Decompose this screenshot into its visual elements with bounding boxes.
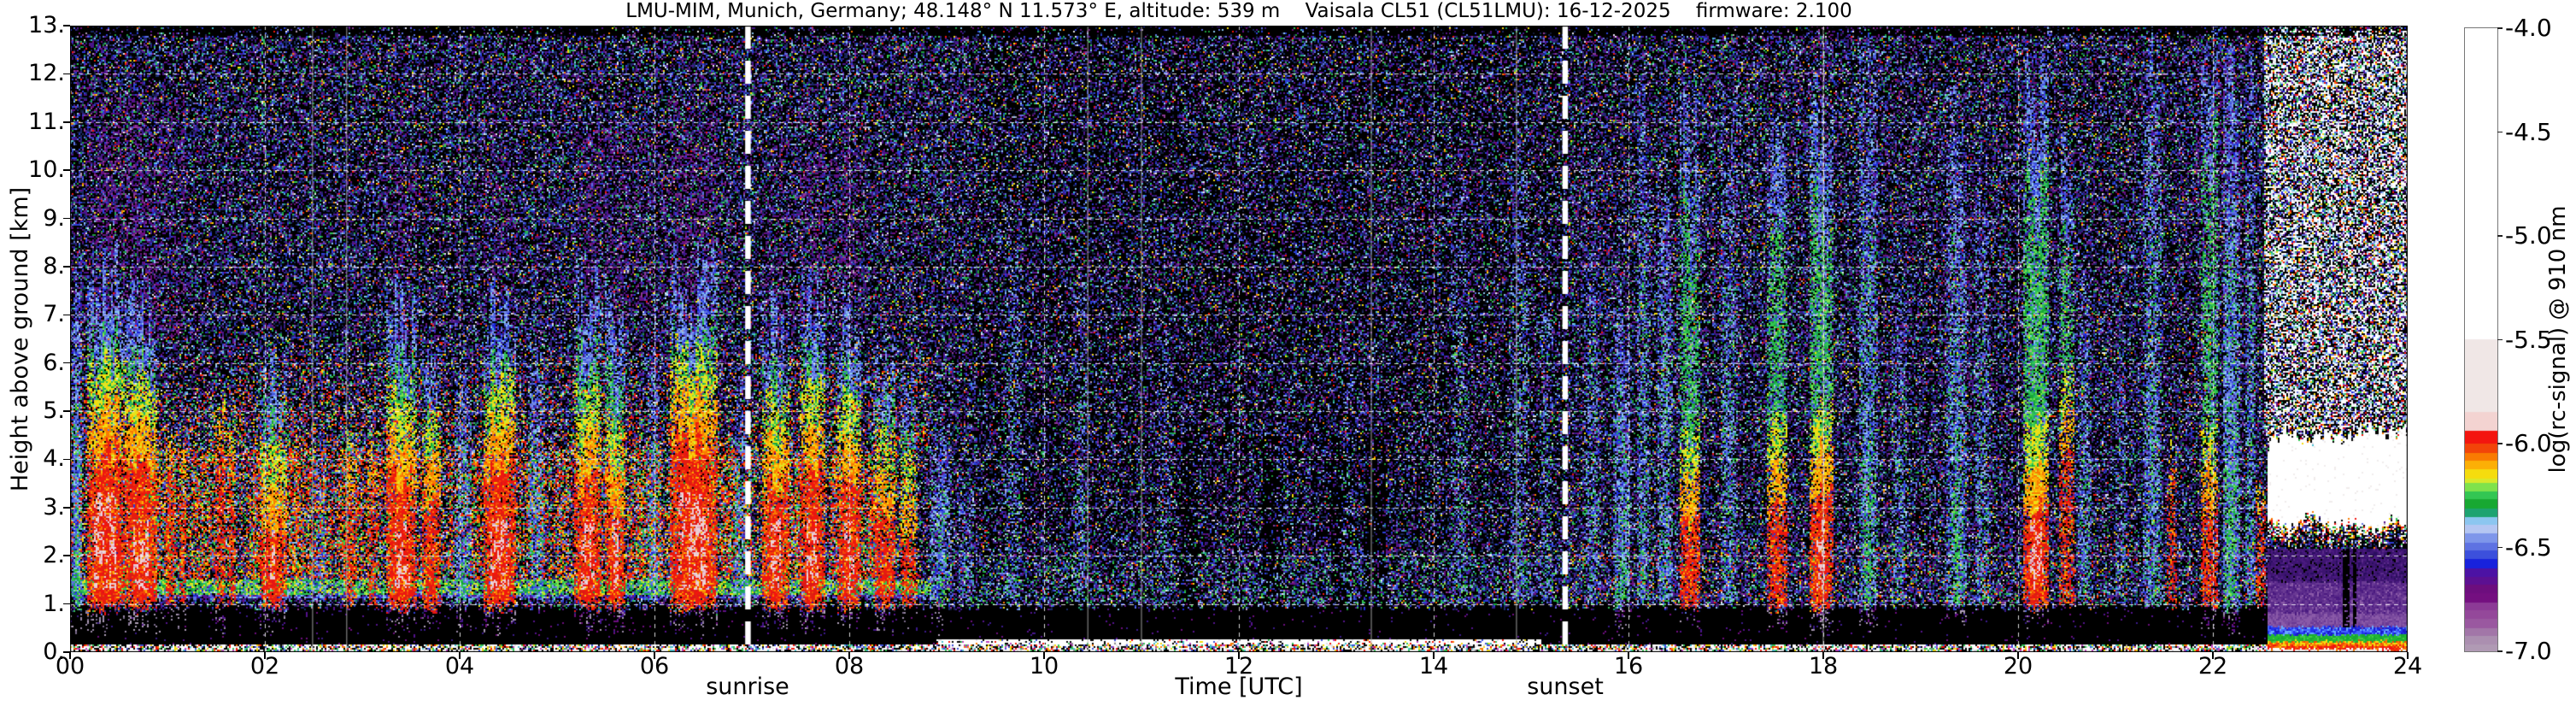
- y-tick-mark: [63, 314, 70, 316]
- x-tick-mark: [69, 652, 71, 659]
- y-tick-mark: [63, 217, 70, 220]
- y-tick-label: 8.: [43, 252, 65, 279]
- y-tick-label: 9.: [43, 204, 65, 232]
- x-tick-mark: [2212, 652, 2214, 659]
- x-tick-mark: [2407, 652, 2409, 659]
- colorbar-tick-label: -6.0: [2505, 429, 2552, 457]
- sunset-annotation: sunset: [1527, 674, 1604, 700]
- y-tick-label: 7.: [43, 301, 65, 328]
- colorbar-tick-label: -5.0: [2505, 221, 2552, 250]
- y-tick-mark: [63, 25, 70, 26]
- heatmap-canvas: [70, 26, 2408, 652]
- y-tick-label: 3.: [43, 493, 65, 521]
- x-tick-mark: [1238, 652, 1240, 659]
- colorbar-tick-label: -5.5: [2505, 325, 2552, 354]
- x-axis-label: Time [UTC]: [1175, 674, 1303, 700]
- y-tick-mark: [63, 169, 70, 171]
- colorbar-tick-mark: [2497, 443, 2503, 444]
- y-tick-label: 12.: [28, 60, 65, 87]
- colorbar: [2464, 27, 2498, 652]
- y-tick-mark: [63, 121, 70, 123]
- y-tick-label: 11.: [28, 108, 65, 135]
- colorbar-canvas: [2465, 28, 2497, 651]
- y-tick-mark: [63, 603, 70, 605]
- y-tick-mark: [63, 651, 70, 653]
- colorbar-tick-label: -4.0: [2505, 14, 2552, 42]
- colorbar-tick-mark: [2497, 27, 2503, 29]
- colorbar-tick-mark: [2497, 338, 2503, 341]
- colorbar-tick-label: -4.5: [2505, 117, 2552, 146]
- x-tick-mark: [1822, 652, 1824, 659]
- y-tick-label: 2.: [43, 542, 65, 569]
- y-tick-label: 1.: [43, 590, 65, 617]
- y-tick-label: 10.: [28, 156, 65, 184]
- colorbar-tick-label: -6.5: [2505, 532, 2552, 562]
- x-tick-mark: [459, 652, 461, 659]
- y-tick-mark: [63, 458, 70, 461]
- x-tick-mark: [848, 652, 850, 659]
- y-tick-label: 13.: [28, 12, 65, 38]
- sunrise-annotation: sunrise: [706, 674, 789, 700]
- colorbar-tick-mark: [2497, 131, 2503, 133]
- colorbar-tick-mark: [2497, 650, 2503, 652]
- x-tick-mark: [1628, 652, 1629, 659]
- y-tick-label: 4.: [43, 445, 65, 473]
- y-tick-mark: [63, 266, 70, 268]
- x-tick-mark: [264, 652, 266, 659]
- y-tick-label: 0.: [43, 638, 65, 665]
- colorbar-tick-mark: [2497, 235, 2503, 237]
- colorbar-tick-mark: [2497, 546, 2503, 549]
- y-tick-mark: [63, 73, 70, 75]
- y-tick-mark: [63, 362, 70, 364]
- y-tick-mark: [63, 507, 70, 509]
- x-tick-mark: [654, 652, 655, 659]
- x-tick-mark: [2017, 652, 2019, 659]
- colorbar-tick-label: -7.0: [2505, 637, 2552, 665]
- y-axis-label: Height above ground [km]: [7, 186, 33, 492]
- x-tick-mark: [1043, 652, 1045, 659]
- plot-title: LMU-MIM, Munich, Germany; 48.148° N 11.5…: [625, 0, 1852, 22]
- y-tick-mark: [63, 555, 70, 556]
- y-tick-label: 6.: [43, 349, 65, 376]
- y-tick-mark: [63, 410, 70, 412]
- y-tick-label: 5.: [43, 397, 65, 425]
- x-tick-mark: [1433, 652, 1435, 659]
